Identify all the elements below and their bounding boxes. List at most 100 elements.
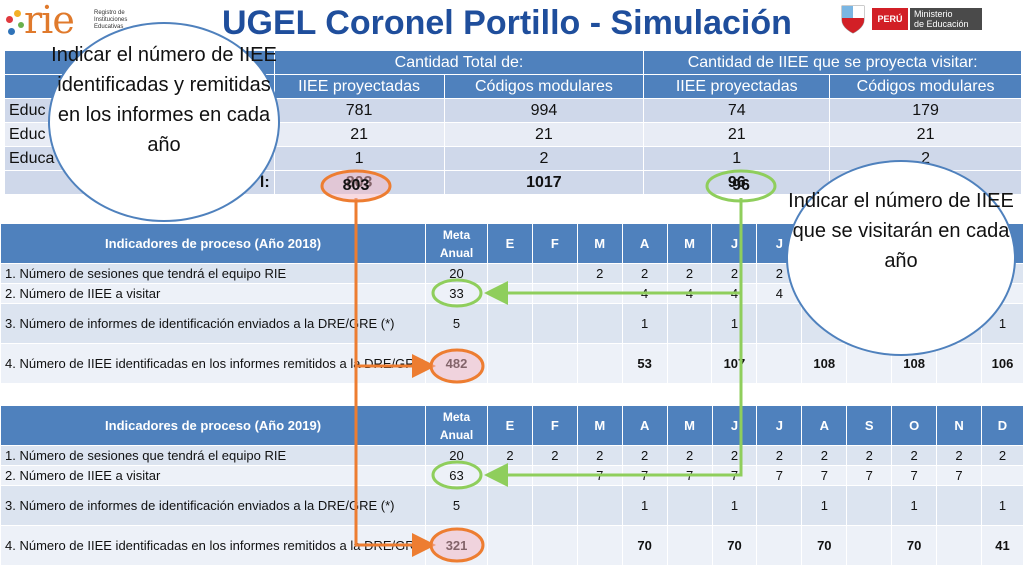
logo-subtitle: Registro de Instituciones Educativas bbox=[94, 10, 128, 30]
month-cell: 2 bbox=[891, 445, 938, 466]
month-header: E bbox=[486, 223, 533, 264]
month-cell bbox=[531, 303, 578, 344]
indicator-desc: 1. Número de sesiones que tendrá el equi… bbox=[0, 445, 427, 466]
month-cell bbox=[486, 343, 533, 384]
month-header: J bbox=[756, 405, 803, 446]
month-cell bbox=[487, 525, 533, 566]
month-cell: 1 bbox=[621, 303, 668, 344]
cell: 74 bbox=[643, 98, 831, 123]
month-cell bbox=[486, 303, 533, 344]
month-cell: 7 bbox=[756, 465, 803, 486]
month-cell bbox=[576, 343, 623, 384]
month-header: F bbox=[531, 223, 578, 264]
month-header: J bbox=[711, 223, 758, 264]
rie-logo: rie Registro de Instituciones Educativas bbox=[4, 0, 134, 42]
month-cell: 1 bbox=[981, 485, 1024, 526]
month-cell: 2 bbox=[846, 445, 893, 466]
month-cell: 107 bbox=[711, 343, 758, 384]
month-cell: 7 bbox=[666, 465, 713, 486]
month-cell: 4 bbox=[621, 283, 668, 304]
table-row: 4. Número de IIEE identificadas en los i… bbox=[0, 525, 1024, 566]
meta-cell: 5 bbox=[425, 485, 488, 526]
indicators-2019-table: Indicadores de proceso (Año 2019) Meta A… bbox=[0, 405, 1024, 566]
meta-cell: 63 bbox=[425, 465, 488, 486]
logo-dots-icon bbox=[4, 2, 28, 42]
cell: 21 bbox=[273, 122, 445, 147]
month-header: A bbox=[801, 405, 848, 446]
peru-badge: PERÚ bbox=[872, 8, 908, 30]
meta-cell: 482 bbox=[425, 343, 488, 384]
month-cell bbox=[936, 485, 982, 526]
month-cell: 1 bbox=[801, 485, 848, 526]
month-cell: 2 bbox=[576, 263, 623, 284]
month-cell bbox=[486, 263, 533, 284]
month-cell: 2 bbox=[711, 263, 758, 284]
month-cell: 2 bbox=[576, 445, 623, 466]
month-cell: 4 bbox=[666, 283, 713, 304]
month-cell bbox=[756, 525, 803, 566]
month-cell: 2 bbox=[711, 445, 758, 466]
month-cell: 2 bbox=[756, 445, 803, 466]
col-header: Códigos modulares bbox=[829, 74, 1022, 99]
total-cell: 1017 bbox=[443, 170, 645, 195]
ministry-badge: Ministerio de Educación bbox=[910, 8, 982, 30]
month-cell: 7 bbox=[711, 465, 758, 486]
month-cell bbox=[531, 485, 578, 526]
month-cell: 108 bbox=[801, 343, 848, 384]
callout-right: Indicar el número de IIEE que se visitar… bbox=[786, 160, 1016, 356]
month-header: M bbox=[666, 405, 713, 446]
month-header: D bbox=[981, 405, 1024, 446]
table-title: Indicadores de proceso (Año 2018) bbox=[0, 223, 427, 264]
indicator-desc: 2. Número de IIEE a visitar bbox=[0, 283, 427, 304]
meta-cell: 20 bbox=[425, 263, 488, 284]
cell: 994 bbox=[443, 98, 645, 123]
month-cell bbox=[981, 465, 1024, 486]
month-cell bbox=[756, 485, 803, 526]
month-cell bbox=[666, 485, 713, 526]
indicator-desc: 3. Número de informes de identificación … bbox=[0, 485, 427, 526]
cell: 21 bbox=[443, 122, 645, 147]
month-cell: 2 bbox=[981, 445, 1024, 466]
meta-cell: 5 bbox=[425, 303, 488, 344]
logo-word: rie bbox=[24, 0, 75, 42]
table-row: 2. Número de IIEE a visitar 63 7 7 7 7 7… bbox=[0, 465, 1024, 486]
meta-header: Meta Anual bbox=[425, 223, 488, 264]
indicator-desc: 3. Número de informes de identificación … bbox=[0, 303, 427, 344]
month-cell bbox=[487, 485, 533, 526]
month-cell: 1 bbox=[621, 485, 668, 526]
month-cell: 2 bbox=[936, 445, 982, 466]
cell: 179 bbox=[829, 98, 1022, 123]
meta-cell: 33 bbox=[425, 283, 488, 304]
month-header: M bbox=[576, 223, 623, 264]
month-cell bbox=[531, 343, 578, 384]
month-cell bbox=[531, 465, 578, 486]
month-cell bbox=[531, 263, 578, 284]
month-cell bbox=[531, 283, 578, 304]
month-cell: 7 bbox=[621, 465, 668, 486]
month-cell bbox=[531, 525, 578, 566]
month-cell: 2 bbox=[666, 445, 713, 466]
month-cell bbox=[666, 303, 713, 344]
meta-cell: 321 bbox=[425, 525, 488, 566]
indicator-desc: 2. Número de IIEE a visitar bbox=[0, 465, 427, 486]
month-cell bbox=[576, 283, 623, 304]
month-cell bbox=[576, 303, 623, 344]
ministry-logo: PERÚ Ministerio de Educación bbox=[840, 4, 1020, 34]
month-cell: 2 bbox=[531, 445, 578, 466]
month-cell bbox=[756, 343, 803, 384]
group-header-total: Cantidad Total de: bbox=[273, 50, 645, 75]
month-cell: 106 bbox=[980, 343, 1024, 384]
month-cell: 70 bbox=[891, 525, 938, 566]
month-header: M bbox=[666, 223, 713, 264]
month-cell: 2 bbox=[621, 445, 668, 466]
month-cell bbox=[756, 303, 803, 344]
overlay-total-803: 803 bbox=[342, 177, 370, 194]
month-header: E bbox=[487, 405, 533, 446]
col-header: IIEE proyectadas bbox=[273, 74, 445, 99]
month-cell: 70 bbox=[801, 525, 848, 566]
month-header: S bbox=[846, 405, 893, 446]
month-header: M bbox=[576, 405, 623, 446]
month-header: A bbox=[621, 223, 668, 264]
month-cell bbox=[846, 485, 893, 526]
month-cell: 4 bbox=[711, 283, 758, 304]
